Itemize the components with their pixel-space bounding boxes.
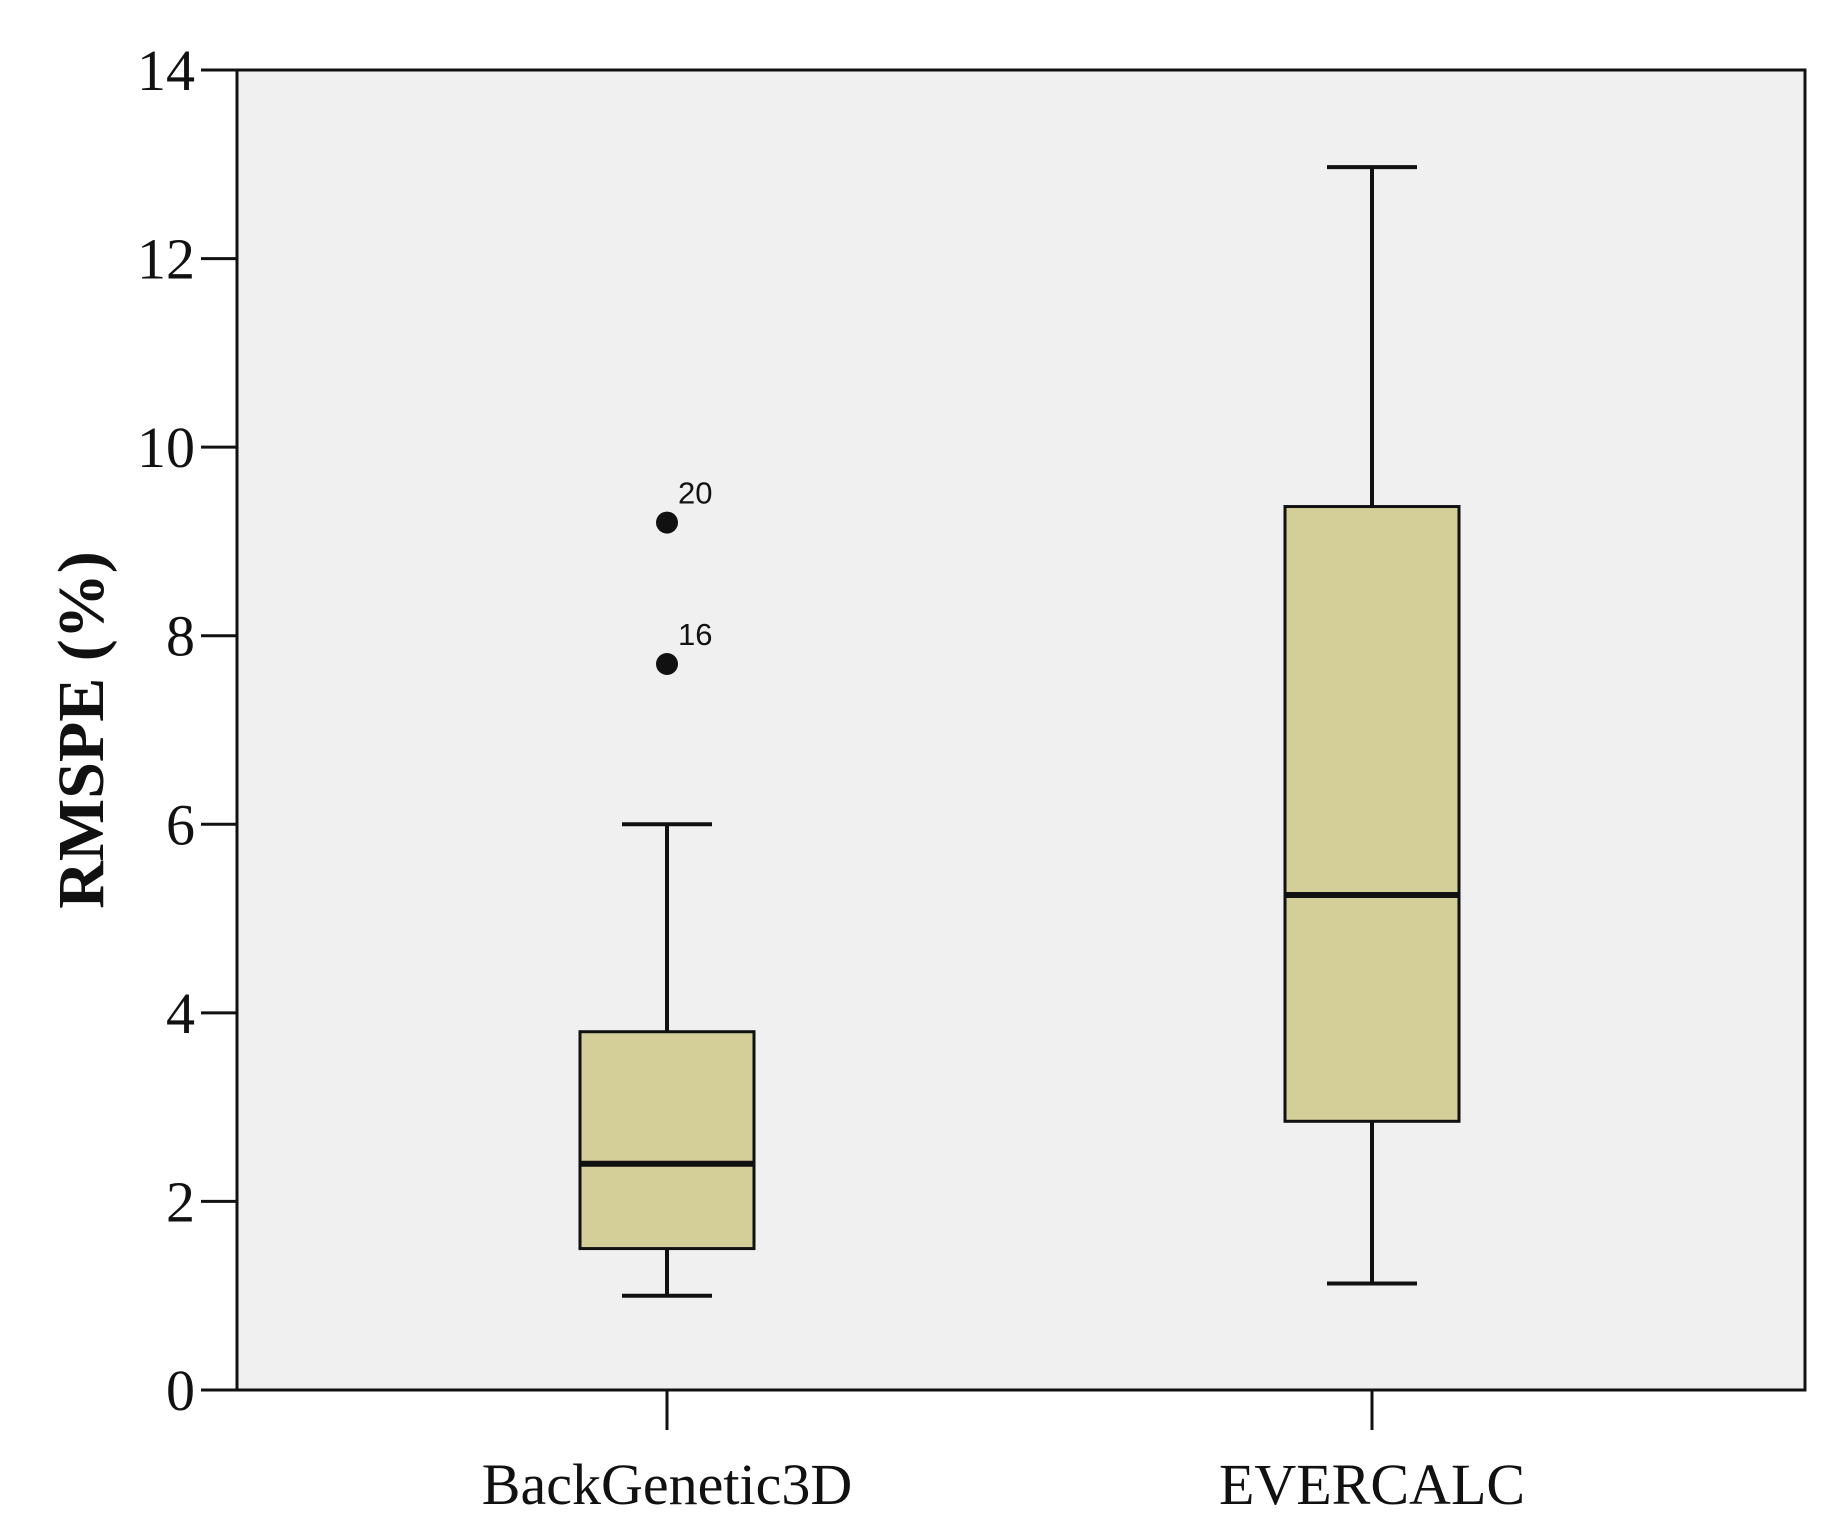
y-tick-label-4: 4 <box>166 981 195 1046</box>
box-group-evercalc <box>1283 165 1461 1286</box>
y-tick-label-2: 2 <box>166 1169 195 1234</box>
y-tick-label-0: 0 <box>166 1358 195 1423</box>
y-axis: 0 2 4 6 8 10 12 14 <box>137 38 237 1423</box>
y-tick-label-12: 12 <box>137 227 195 292</box>
y-axis-title: RMSPE (%) <box>45 551 118 908</box>
x-category-label-evercalc: EVERCALC <box>1219 1452 1525 1517</box>
box-backgenetic3d <box>578 1030 756 1251</box>
x-axis: BackGenetic3D EVERCALC <box>482 1390 1525 1517</box>
plot-area <box>235 68 1807 1392</box>
box-evercalc <box>1283 505 1461 1123</box>
outlier-label-16: 16 <box>678 617 712 652</box>
x-category-label-backgenetic3d: BackGenetic3D <box>482 1452 852 1517</box>
y-tick-label-10: 10 <box>137 415 195 480</box>
outlier-point-16 <box>656 653 678 675</box>
y-tick-label-6: 6 <box>166 792 195 857</box>
outlier-label-20: 20 <box>678 476 712 511</box>
y-tick-label-8: 8 <box>166 604 195 669</box>
outlier-point-20 <box>656 511 678 534</box>
y-tick-label-14: 14 <box>137 38 195 103</box>
